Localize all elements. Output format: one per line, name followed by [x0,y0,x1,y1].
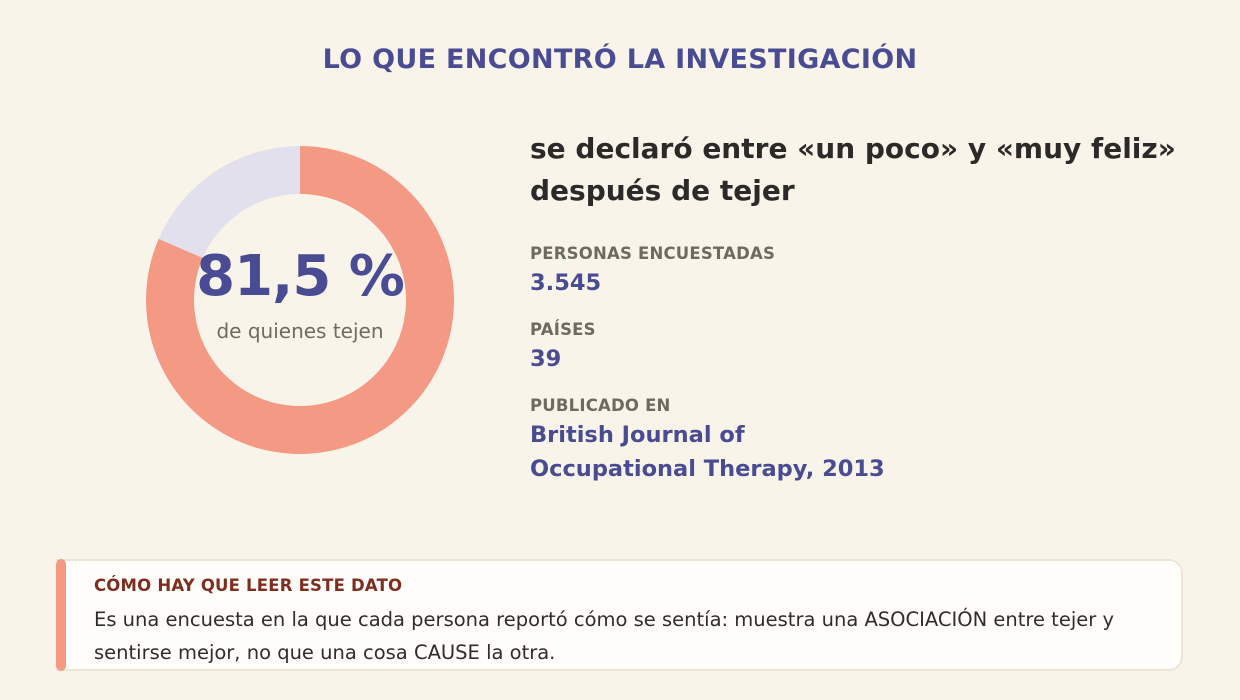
donut-slice-1 [158,146,300,258]
fact-label: PAÍSES [530,320,596,339]
fact-value: 39 [530,346,562,372]
page-title: LO QUE ENCONTRÓ LA INVESTIGACIÓN [322,44,918,75]
donut-slice-0 [146,146,454,454]
donut-center: 81,5 % de quienes tejen [146,146,454,454]
fact-label: PUBLICADO EN [530,396,671,415]
note-accent-bar [56,559,66,671]
percentage-caption: de quienes tejen [216,319,384,343]
percentage-value: 81,5 % [196,244,405,309]
fact-countries: PAÍSES 39 [530,318,1190,376]
fact-value: 3.545 [530,270,602,296]
finding-headline: se declaró entre «un poco» y «muy feliz»… [530,132,1176,207]
fact-publication: PUBLICADO EN British Journal of Occupati… [530,394,1190,486]
note-title: CÓMO HAY QUE LEER ESTE DATO [94,576,403,595]
findings-panel: se declaró entre «un poco» y «muy feliz»… [530,128,1190,504]
fact-respondents: PERSONAS ENCUESTADAS 3.545 [530,242,1190,300]
note-text: Es una encuesta en la que cada persona r… [94,608,1114,664]
fact-value: British Journal of Occupational Therapy,… [530,422,885,482]
facts-list: PERSONAS ENCUESTADAS 3.545 PAÍSES 39 PUB… [530,242,1190,486]
fact-label: PERSONAS ENCUESTADAS [530,244,776,263]
donut-chart: 81,5 % de quienes tejen [146,146,454,454]
donut-svg [146,146,454,454]
interpretation-note: CÓMO HAY QUE LEER ESTE DATO Es una encue… [56,559,1183,671]
